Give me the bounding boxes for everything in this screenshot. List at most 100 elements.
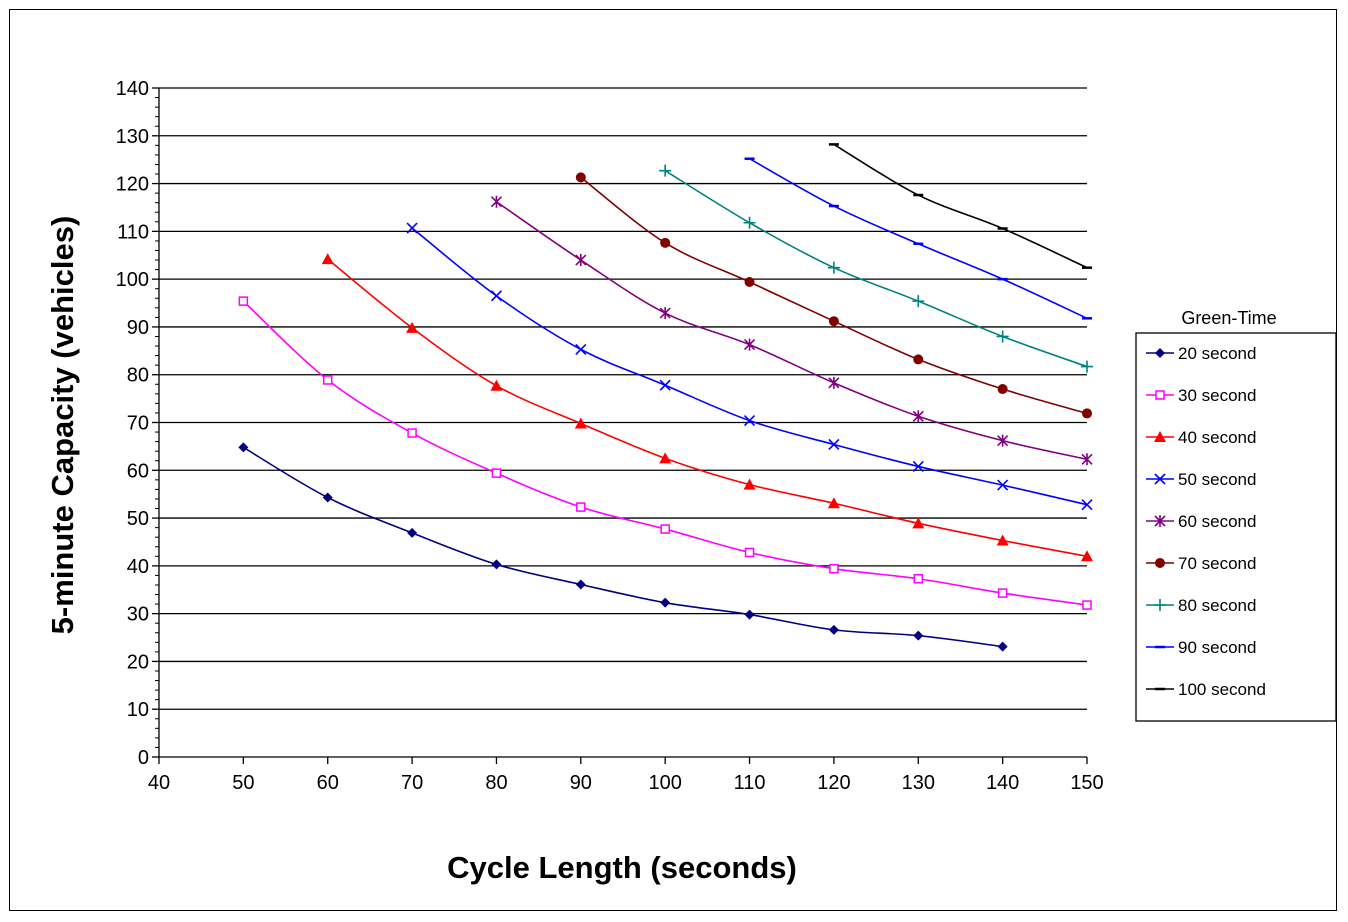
point-60-second-120: [828, 376, 840, 389]
legend-swatch-marker: [1155, 558, 1165, 568]
y-tick-label-120: 120: [116, 174, 149, 196]
legend-label-50-second: 50 second: [1178, 470, 1256, 489]
x-tick-label-60: 60: [317, 772, 339, 794]
series-line-40-second: [327, 258, 1088, 558]
point-60-second-90: [575, 254, 587, 267]
y-tick-label-90: 90: [127, 317, 149, 339]
series-60-second: [490, 195, 1093, 466]
point-80-second-110: [743, 216, 756, 229]
legend-label-30-second: 30 second: [1178, 386, 1256, 405]
point-80-second-130: [912, 295, 925, 308]
series-70-second: [575, 172, 1092, 419]
point-50-second-100: [659, 379, 671, 391]
x-tick-label-150: 150: [1070, 772, 1103, 794]
point-40-second-150: [1081, 550, 1093, 562]
point-30-second-110: [744, 547, 755, 558]
series-line-90-second: [749, 158, 1088, 320]
point-30-second-80: [491, 468, 502, 478]
x-axis-title: Cycle Length (seconds): [447, 850, 797, 885]
series-line-80-second: [664, 169, 1088, 368]
y-tick-label-40: 40: [127, 556, 149, 578]
x-tick-label-100: 100: [648, 772, 681, 794]
point-30-second-140: [997, 588, 1008, 598]
point-50-second-80: [490, 290, 503, 302]
point-70-second-110: [744, 277, 755, 288]
y-tick-label-110: 110: [117, 221, 149, 243]
point-50-second-130: [912, 460, 924, 473]
series-30-second: [238, 296, 1092, 610]
point-30-second-70: [407, 428, 417, 438]
y-axis-title: 5-minute Capacity (vehicles): [45, 216, 80, 635]
x-tick-label-140: 140: [986, 772, 1019, 794]
y-tick-label-10: 10: [127, 699, 149, 721]
point-50-second-90: [575, 343, 587, 355]
y-tick-label-100: 100: [116, 269, 149, 291]
point-70-second-130: [913, 354, 924, 365]
legend-box: [1135, 332, 1337, 722]
point-20-second-60: [322, 492, 333, 503]
x-tick-label-130: 130: [902, 772, 935, 794]
series-100-second: [828, 143, 1092, 269]
x-tick-label-80: 80: [485, 772, 507, 794]
legend-item-50-second: 50 second: [1146, 470, 1256, 489]
point-50-second-70: [406, 222, 418, 234]
legend-item-60-second: 60 second: [1146, 512, 1256, 531]
y-tick-label-70: 70: [127, 413, 149, 435]
legend-label-20-second: 20 second: [1178, 344, 1256, 363]
point-80-second-140: [996, 330, 1009, 343]
series-line-100-second: [833, 143, 1088, 269]
series-line-50-second: [411, 227, 1088, 506]
point-60-second-110: [743, 338, 756, 351]
legend-item-100-second: 100 second: [1146, 680, 1266, 699]
x-tick-label-40: 40: [148, 772, 170, 794]
x-tick-label-50: 50: [232, 772, 254, 794]
y-tick-label-20: 20: [127, 651, 149, 673]
y-tick-label-30: 30: [127, 604, 149, 626]
point-70-second-120: [828, 316, 839, 327]
point-30-second-60: [322, 375, 333, 385]
point-60-second-80: [490, 195, 503, 208]
point-20-second-120: [828, 624, 839, 635]
legend-swatch-marker: [1155, 348, 1165, 358]
legend-label-70-second: 70 second: [1178, 554, 1256, 573]
point-20-second-70: [407, 527, 418, 538]
point-40-second-100: [659, 452, 672, 464]
series-line-20-second: [242, 446, 1003, 648]
point-60-second-130: [912, 410, 924, 423]
axes: 0 10 20 30 40 50 60 70 80 90 100 110 120 130 140 40 50 60…: [116, 78, 1104, 794]
point-40-second-110: [743, 478, 756, 490]
grid-lines: [159, 87, 1087, 710]
legend-swatch-marker: [1154, 599, 1166, 611]
point-70-second-140: [997, 384, 1008, 395]
point-40-second-70: [406, 321, 419, 333]
point-50-second-110: [743, 415, 756, 427]
point-70-second-100: [660, 237, 671, 248]
y-tick-label-80: 80: [127, 365, 149, 387]
x-tick-label-110: 110: [734, 772, 766, 794]
series-20-second: [238, 442, 1008, 652]
point-30-second-130: [913, 574, 924, 584]
point-20-second-130: [913, 630, 924, 641]
series-50-second: [406, 222, 1093, 511]
point-60-second-140: [997, 434, 1009, 447]
legend-item-90-second: 90 second: [1146, 638, 1256, 657]
point-70-second-150: [1082, 408, 1092, 419]
series-layer: [238, 143, 1093, 652]
point-20-second-90: [575, 579, 586, 590]
y-tick-label-140: 140: [116, 78, 149, 100]
point-60-second-100: [659, 307, 671, 320]
legend-item-20-second: 20 second: [1146, 344, 1256, 363]
x-tick-label-70: 70: [401, 772, 423, 794]
point-40-second-140: [996, 534, 1009, 546]
point-40-second-120: [827, 497, 840, 509]
legend-item-70-second: 70 second: [1146, 554, 1256, 573]
y-tick-label-60: 60: [127, 460, 149, 482]
point-20-second-50: [238, 442, 249, 453]
series-90-second: [744, 157, 1092, 320]
legend-label-100-second: 100 second: [1178, 680, 1266, 699]
point-60-second-150: [1081, 453, 1093, 466]
x-tick-label-120: 120: [817, 772, 850, 794]
y-tick-label-130: 130: [116, 126, 149, 148]
point-70-second-90: [575, 172, 586, 183]
